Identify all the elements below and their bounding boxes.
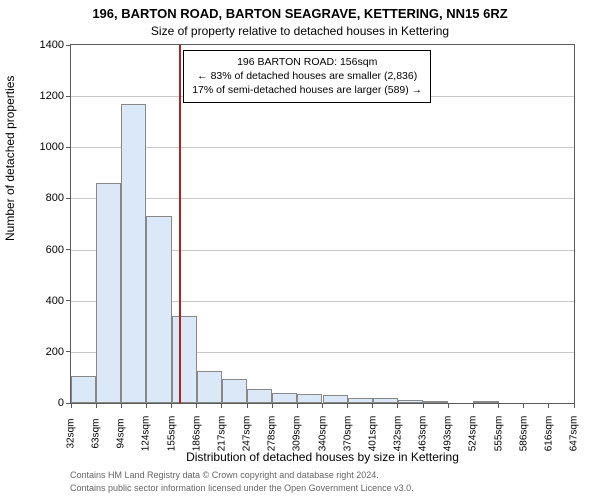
histogram-bar (172, 316, 197, 403)
chart-title-sub: Size of property relative to detached ho… (0, 24, 600, 38)
x-tick-label: 432sqm (392, 416, 403, 452)
callout-line-3: 17% of semi-detached houses are larger (… (192, 83, 422, 97)
x-tick-label: 555sqm (493, 416, 504, 452)
callout-line-1: 196 BARTON ROAD: 156sqm (192, 55, 422, 69)
callout-box: 196 BARTON ROAD: 156sqm← 83% of detached… (183, 50, 431, 103)
x-tick-label: 401sqm (367, 416, 378, 452)
histogram-bar (473, 401, 498, 403)
histogram-bar (247, 389, 272, 403)
x-axis-label: Distribution of detached houses by size … (70, 450, 575, 464)
y-tick-label: 1200 (24, 90, 64, 102)
x-tick-label: 340sqm (317, 416, 328, 452)
y-tick-label: 400 (24, 295, 64, 307)
x-tick-label: 463sqm (418, 416, 429, 452)
histogram-bar (71, 376, 96, 403)
x-tick-label: 524sqm (468, 416, 479, 452)
x-tick-label: 124sqm (141, 416, 152, 452)
x-tick-label: 217sqm (216, 416, 227, 452)
x-tick-label: 186sqm (191, 416, 202, 452)
callout-line-2: ← 83% of detached houses are smaller (2,… (192, 69, 422, 83)
histogram-bar (423, 401, 448, 403)
x-tick-label: 647sqm (569, 416, 580, 452)
x-tick-label: 32sqm (66, 418, 77, 448)
histogram-bar (348, 398, 373, 403)
x-tick-label: 63sqm (91, 418, 102, 448)
y-tick-label: 1400 (24, 39, 64, 51)
x-tick-label: 616sqm (543, 416, 554, 452)
y-tick-label: 600 (24, 244, 64, 256)
y-tick-label: 800 (24, 192, 64, 204)
histogram-bar (146, 216, 171, 403)
histogram-bar (272, 393, 297, 403)
histogram-bar (398, 400, 423, 403)
x-tick-label: 309sqm (292, 416, 303, 452)
y-tick-label: 200 (24, 346, 64, 358)
histogram-bar (323, 395, 348, 403)
subject-property-marker (179, 45, 181, 403)
x-tick-label: 370sqm (342, 416, 353, 452)
x-tick-label: 247sqm (242, 416, 253, 452)
histogram-bar (197, 371, 222, 403)
x-tick-label: 278sqm (267, 416, 278, 452)
histogram-bar (373, 398, 398, 403)
footer-attribution-2: Contains public sector information licen… (70, 483, 575, 493)
histogram-bar (297, 394, 322, 403)
histogram-bar (96, 183, 121, 403)
chart-title-main: 196, BARTON ROAD, BARTON SEAGRAVE, KETTE… (0, 6, 600, 21)
x-tick-label: 94sqm (116, 418, 127, 448)
y-tick-label: 1000 (24, 141, 64, 153)
footer-attribution-1: Contains HM Land Registry data © Crown c… (70, 470, 575, 480)
y-axis-label: Number of detached properties (3, 221, 17, 241)
y-tick-label: 0 (24, 397, 64, 409)
x-tick-label: 155sqm (166, 416, 177, 452)
histogram-bar (222, 379, 247, 403)
histogram-bar (121, 104, 146, 403)
x-tick-label: 586sqm (518, 416, 529, 452)
x-tick-label: 493sqm (443, 416, 454, 452)
